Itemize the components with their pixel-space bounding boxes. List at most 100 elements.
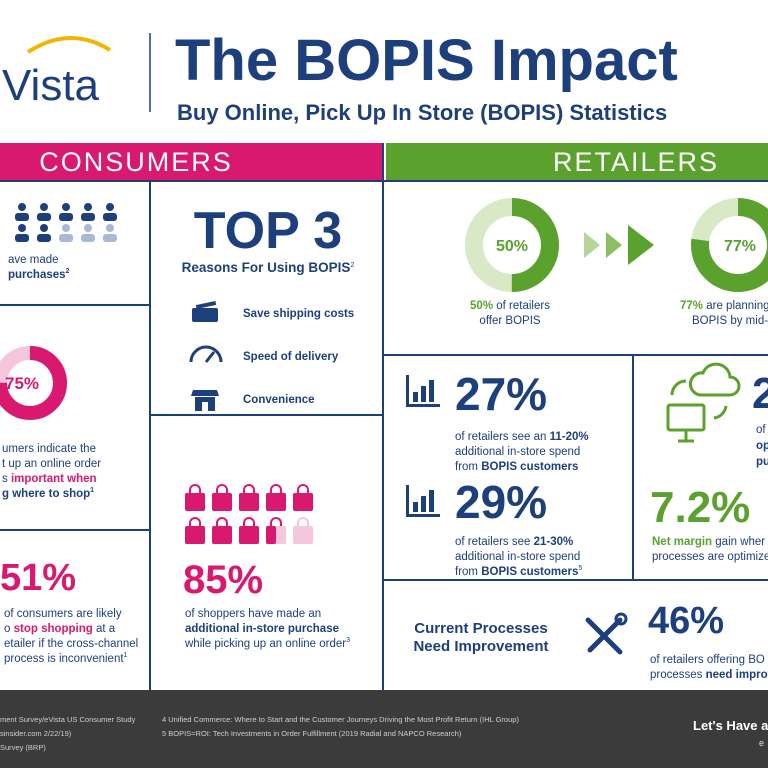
- bag: [239, 493, 259, 511]
- highlight: g where to shop: [2, 488, 90, 500]
- highlight: need improv: [706, 669, 768, 681]
- donut-arc: [0, 346, 67, 420]
- source: Survey (BRP): [0, 743, 46, 752]
- body-line: of consumers are likely: [4, 608, 122, 620]
- stat: 46%: [648, 600, 724, 642]
- source: 4 Unified Commerce: Where to Start and t…: [162, 715, 519, 724]
- purchases-line: purchases2: [8, 268, 70, 281]
- highlight: BOPIS customers: [481, 461, 578, 473]
- label: Need Improvement: [413, 638, 548, 655]
- body-line: t up an online order: [2, 458, 101, 470]
- bag-handle: [297, 517, 309, 526]
- body-line: 77% are planning: [680, 300, 768, 312]
- stat: 51%: [0, 557, 76, 599]
- bag: [239, 526, 259, 544]
- footnote: 2: [66, 268, 70, 275]
- retailers-bar: [386, 143, 768, 180]
- body-line: of retailers offering BO: [650, 654, 765, 666]
- highlight: Net margin: [652, 536, 712, 548]
- chart-icon: [406, 375, 440, 407]
- body-line: offer BOPIS: [479, 315, 540, 327]
- highlight: important when: [11, 473, 97, 485]
- stat: 7.2%: [650, 483, 750, 532]
- footnote: 5: [578, 565, 582, 572]
- purchases-line: ave made: [8, 254, 59, 266]
- body-line: of shoppers have made an: [185, 608, 321, 620]
- body-line: processes are optimize: [652, 551, 768, 563]
- bag-handle: [189, 517, 201, 526]
- chart-icon: [406, 485, 440, 517]
- body-line: op: [756, 440, 768, 452]
- source: sinsider.com 2/22/19): [0, 729, 72, 738]
- footer: [0, 690, 768, 768]
- stat: 2: [752, 369, 768, 418]
- bag-handle: [270, 484, 282, 493]
- body-line: of: [756, 424, 766, 436]
- bag-handle: [189, 484, 201, 493]
- footnote: 3: [346, 637, 350, 644]
- people-icons: [15, 203, 117, 242]
- reason: Speed of delivery: [243, 351, 339, 363]
- logo-arc: [26, 36, 112, 54]
- subtitle: Buy Online, Pick Up In Store (BOPIS) Sta…: [177, 100, 667, 125]
- highlight: 21-30%: [534, 536, 574, 548]
- footnote: 1: [90, 487, 94, 494]
- bag-handle: [270, 517, 282, 526]
- text: gain wher: [712, 536, 765, 548]
- body-line: additional in-store spend: [455, 551, 580, 563]
- bag-handle: [243, 517, 255, 526]
- bag-handle: [216, 484, 228, 493]
- bag: [266, 526, 276, 544]
- reason: Save shipping costs: [243, 308, 354, 320]
- body-line: while picking up an online order3: [184, 637, 350, 650]
- body-line: Net margin gain wher: [652, 536, 765, 548]
- stat: 27%: [455, 368, 547, 420]
- stat: 50%: [496, 238, 528, 255]
- highlight: 77%: [680, 300, 703, 312]
- cta: Let's Have a: [693, 718, 768, 733]
- cta-link: e: [759, 738, 764, 748]
- body-line: additional in-store purchase: [185, 623, 339, 635]
- bag: [185, 493, 205, 511]
- title: The BOPIS Impact: [175, 28, 678, 93]
- bag: [266, 493, 286, 511]
- body-line: of retailers see an 11-20%: [455, 431, 589, 443]
- bag: [293, 493, 313, 511]
- bag-handle: [216, 517, 228, 526]
- text: s: [2, 473, 11, 485]
- donut-arc: [465, 198, 559, 292]
- logo: Vista: [2, 61, 100, 110]
- body-line: process is inconvenient1: [4, 652, 128, 665]
- text: o: [4, 623, 14, 635]
- panel-borders: [0, 143, 768, 690]
- tools-icon: [585, 612, 628, 655]
- reason: Convenience: [243, 394, 315, 406]
- highlight: 50%: [470, 300, 493, 312]
- text: Reasons For Using BOPIS: [182, 260, 351, 275]
- cloud-icon: [666, 362, 741, 443]
- body-line: processes need improv: [650, 669, 768, 681]
- body-line: s important when: [2, 473, 97, 485]
- reason-icons: [189, 300, 223, 411]
- bag-empty: [293, 526, 313, 544]
- body-line: from BOPIS customers5: [455, 565, 582, 578]
- text: of retailers see: [455, 536, 534, 548]
- text: while picking up an online order: [184, 638, 346, 650]
- text: of retailers: [493, 300, 550, 312]
- arrows: [584, 225, 654, 265]
- text: are planning: [703, 300, 768, 312]
- bag-handle: [243, 484, 255, 493]
- highlight: BOPIS customers: [481, 566, 578, 578]
- text: processes: [650, 669, 706, 681]
- body-line: g where to shop1: [2, 487, 94, 500]
- body-line: BOPIS by mid-: [692, 315, 768, 327]
- label: Current Processes: [414, 620, 547, 637]
- text: purchases: [8, 269, 66, 281]
- body-line: pu: [756, 456, 768, 468]
- consumers-bar: [0, 143, 382, 180]
- body-line: etailer if the cross-channel: [4, 638, 138, 650]
- body-line: of retailers see 21-30%: [455, 536, 573, 548]
- stat: 29%: [455, 476, 547, 528]
- bag-handle: [297, 484, 309, 493]
